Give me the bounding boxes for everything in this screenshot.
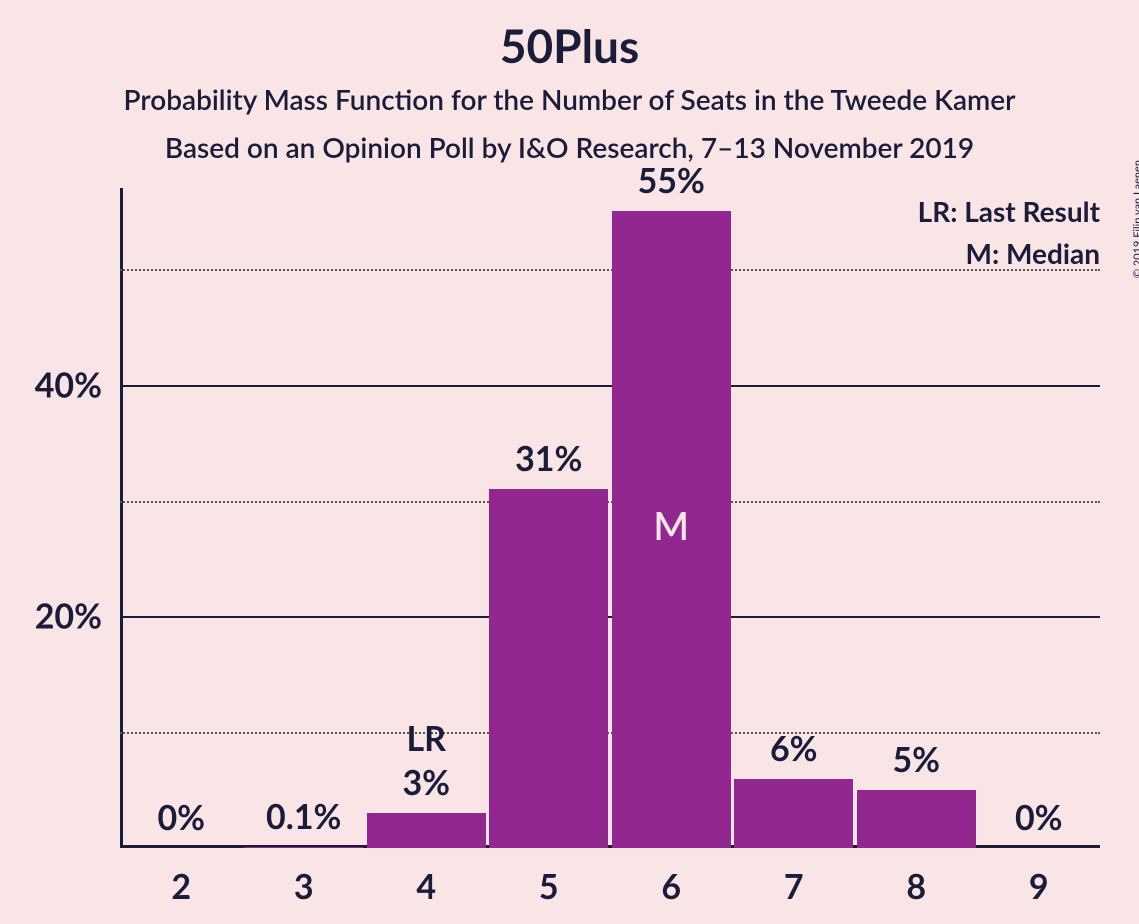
bar-value-label: 0% bbox=[979, 797, 1098, 838]
x-tick-label: 8 bbox=[906, 866, 926, 907]
x-tick-label: 6 bbox=[661, 866, 681, 907]
x-tick-label: 7 bbox=[784, 866, 804, 907]
x-tick-label: 9 bbox=[1029, 866, 1049, 907]
bar-value-label: 55% bbox=[612, 160, 731, 201]
chart-subtitle-1: Probability Mass Function for the Number… bbox=[0, 82, 1139, 116]
chart-canvas: 50Plus Probability Mass Function for the… bbox=[0, 0, 1139, 924]
bar-annotation-lr: LR bbox=[367, 718, 486, 759]
bar bbox=[857, 790, 976, 848]
bar bbox=[244, 847, 363, 848]
x-tick-label: 4 bbox=[416, 866, 436, 907]
y-tick-label: 40% bbox=[35, 364, 102, 405]
legend-lr: LR: Last Result bbox=[918, 194, 1100, 228]
copyright-text: © 2019 Filip van Laenen bbox=[1131, 160, 1139, 278]
bar bbox=[489, 489, 608, 848]
y-axis bbox=[120, 188, 123, 848]
gridline-major bbox=[120, 616, 1100, 618]
plot-area: LR: Last Result M: Median 20%40%0%20.1%3… bbox=[120, 188, 1100, 848]
gridline-major bbox=[120, 385, 1100, 387]
x-tick-label: 3 bbox=[294, 866, 314, 907]
chart-subtitle-2: Based on an Opinion Poll by I&O Research… bbox=[0, 130, 1139, 164]
x-tick-label: 2 bbox=[171, 866, 191, 907]
y-tick-label: 20% bbox=[35, 596, 102, 637]
legend-m: M: Median bbox=[966, 236, 1100, 270]
bar-value-label: 0% bbox=[122, 797, 241, 838]
bar bbox=[734, 779, 853, 848]
bar-value-label: 5% bbox=[857, 739, 976, 780]
bar bbox=[367, 813, 486, 848]
gridline-minor bbox=[120, 732, 1100, 734]
chart-title: 50Plus bbox=[0, 18, 1139, 73]
gridline-minor bbox=[120, 501, 1100, 503]
bar-annotation-median: M bbox=[612, 503, 731, 549]
gridline-minor bbox=[120, 269, 1100, 271]
bar-value-label: 6% bbox=[734, 728, 853, 769]
bar-value-label: 0.1% bbox=[244, 796, 363, 837]
bar-value-label: 31% bbox=[489, 438, 608, 479]
bar-value-label: 3% bbox=[367, 762, 486, 803]
x-tick-label: 5 bbox=[539, 866, 559, 907]
